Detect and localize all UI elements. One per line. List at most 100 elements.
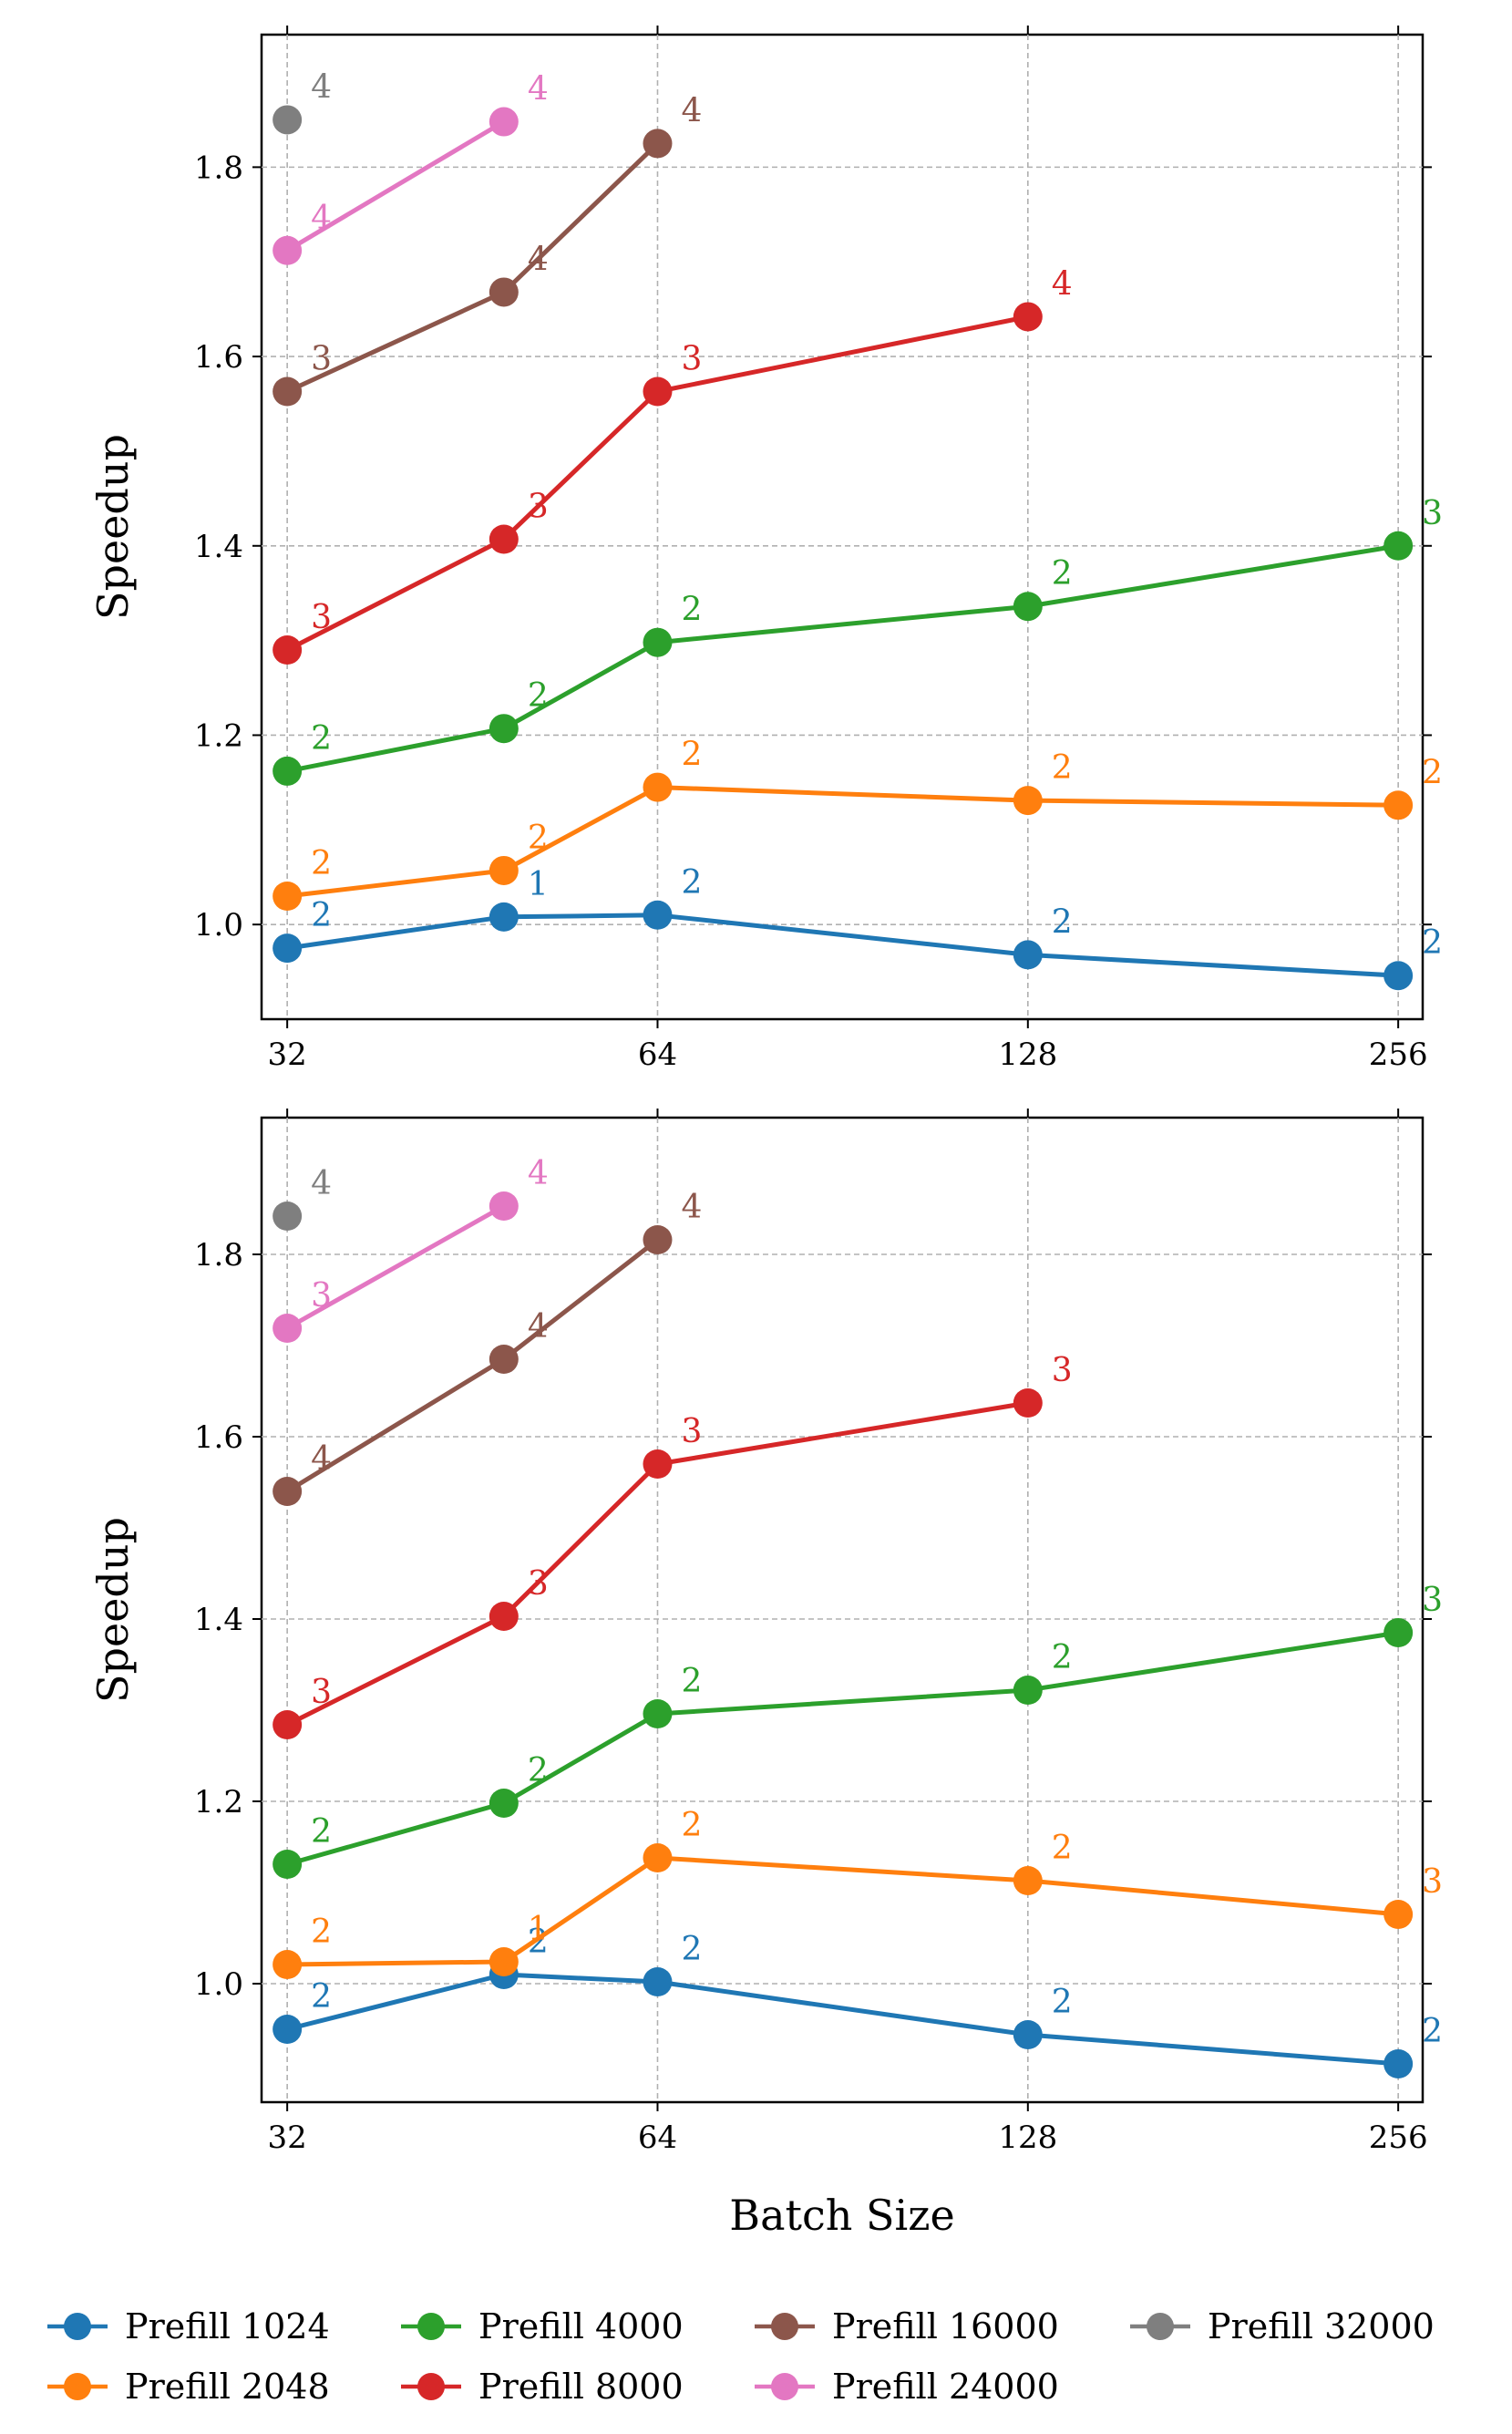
y-tick-label: 1.2 [194, 1784, 243, 1820]
point-label: 2 [681, 1663, 702, 1700]
data-point [643, 129, 673, 159]
data-point [1013, 592, 1043, 622]
legend-entry: Prefill 32000 [1130, 2306, 1435, 2346]
data-point [489, 902, 519, 932]
legend-label: Prefill 1024 [125, 2306, 330, 2346]
point-label: 4 [528, 71, 549, 108]
point-label: 3 [311, 1674, 332, 1711]
point-label: 2 [1052, 555, 1073, 593]
point-label: 1 [528, 866, 549, 903]
data-point [273, 235, 303, 265]
point-label: 1 [528, 1911, 549, 1948]
legend-entry: Prefill 8000 [401, 2367, 684, 2407]
point-label: 2 [311, 845, 332, 882]
x-tick-label: 256 [1369, 2119, 1428, 2156]
data-point [1383, 531, 1414, 561]
data-point [1013, 302, 1043, 332]
legend-label: Prefill 4000 [478, 2306, 684, 2346]
legend-label: Prefill 16000 [832, 2306, 1059, 2346]
y-tick-label: 1.2 [194, 717, 243, 754]
point-label: 3 [1422, 1582, 1443, 1619]
point-label: 4 [1052, 265, 1073, 303]
series-line [285, 119, 506, 253]
data-point [273, 376, 303, 407]
x-tick-label: 64 [638, 2119, 677, 2156]
data-point [273, 1202, 303, 1231]
point-label: 3 [681, 341, 702, 378]
data-point [273, 1477, 303, 1506]
data-point [273, 1950, 303, 1979]
series-prefill-8000: 3 3 3 4 [273, 265, 1073, 665]
data-point [273, 635, 303, 665]
data-point [643, 1843, 673, 1872]
legend-entry: Prefill 1024 [47, 2306, 330, 2346]
y-tick-label: 1.0 [194, 907, 243, 944]
data-point [1383, 790, 1414, 820]
data-point [643, 1967, 673, 1996]
data-point [1383, 961, 1414, 991]
data-point [643, 772, 673, 802]
x-tick-label: 64 [638, 1037, 677, 1073]
point-label: 4 [311, 200, 332, 237]
y-tick-label: 1.0 [194, 1966, 243, 2003]
series-prefill-8000: 3 3 3 3 [273, 1352, 1073, 1739]
series-prefill-2048: 2 1 2 2 3 [273, 1807, 1443, 1979]
y-tick-label: 1.6 [194, 1419, 243, 1456]
point-label: 3 [311, 341, 332, 378]
legend: Prefill 1024 Prefill 4000 Prefill 16000 … [47, 2306, 1435, 2407]
point-label: 3 [311, 1277, 332, 1315]
data-point [1013, 2020, 1043, 2049]
data-point [1383, 1618, 1414, 1647]
series-prefill-2048: 2 2 2 2 2 [273, 737, 1443, 911]
point-label: 2 [528, 677, 549, 715]
data-point [643, 900, 673, 930]
series-prefill-24000: 34 [273, 1155, 549, 1343]
data-point [489, 524, 519, 554]
point-label: 4 [528, 241, 549, 278]
legend-entry: Prefill 24000 [755, 2367, 1059, 2407]
point-label: 3 [1052, 1352, 1073, 1389]
point-label: 2 [528, 1752, 549, 1789]
point-label: 2 [311, 1978, 332, 2016]
data-point [643, 376, 673, 407]
point-label: 2 [1052, 1984, 1073, 2021]
point-label: 2 [311, 897, 332, 934]
data-point [273, 2015, 303, 2044]
data-point [489, 855, 519, 885]
point-label: 2 [681, 1807, 702, 1844]
series-prefill-16000: 4 4 4 [273, 1189, 702, 1506]
data-point [273, 933, 303, 964]
series-prefill-1024: 22 222 [273, 1923, 1443, 2078]
legend-label: Prefill 24000 [832, 2367, 1059, 2407]
x-tick-label: 32 [268, 1037, 307, 1073]
data-point [489, 1947, 519, 1976]
y-tick-label: 1.8 [194, 150, 243, 186]
point-label: 2 [681, 1931, 702, 1968]
data-point [643, 1225, 673, 1254]
legend-entry: Prefill 2048 [47, 2367, 330, 2407]
data-point [1013, 786, 1043, 816]
point-label: 2 [1052, 1639, 1073, 1676]
series-line [285, 315, 1029, 653]
point-label: 2 [1052, 749, 1073, 787]
point-label: 2 [681, 737, 702, 774]
point-label: 4 [311, 68, 332, 106]
legend-marker [771, 2313, 798, 2340]
series-prefill-1024: 2 1 2 2 2 [273, 864, 1443, 991]
legend-marker [417, 2373, 445, 2400]
data-point [273, 1314, 303, 1343]
point-label: 2 [681, 864, 702, 902]
data-point [1013, 940, 1043, 970]
x-tick-label: 128 [998, 1037, 1057, 1073]
series-prefill-32000: 4 [273, 68, 332, 135]
data-point [1383, 2049, 1414, 2078]
series-prefill-4000: 2 2 2 2 3 [273, 495, 1443, 786]
panel-top-frame [260, 33, 1425, 1021]
legend-entry: Prefill 16000 [755, 2306, 1059, 2346]
